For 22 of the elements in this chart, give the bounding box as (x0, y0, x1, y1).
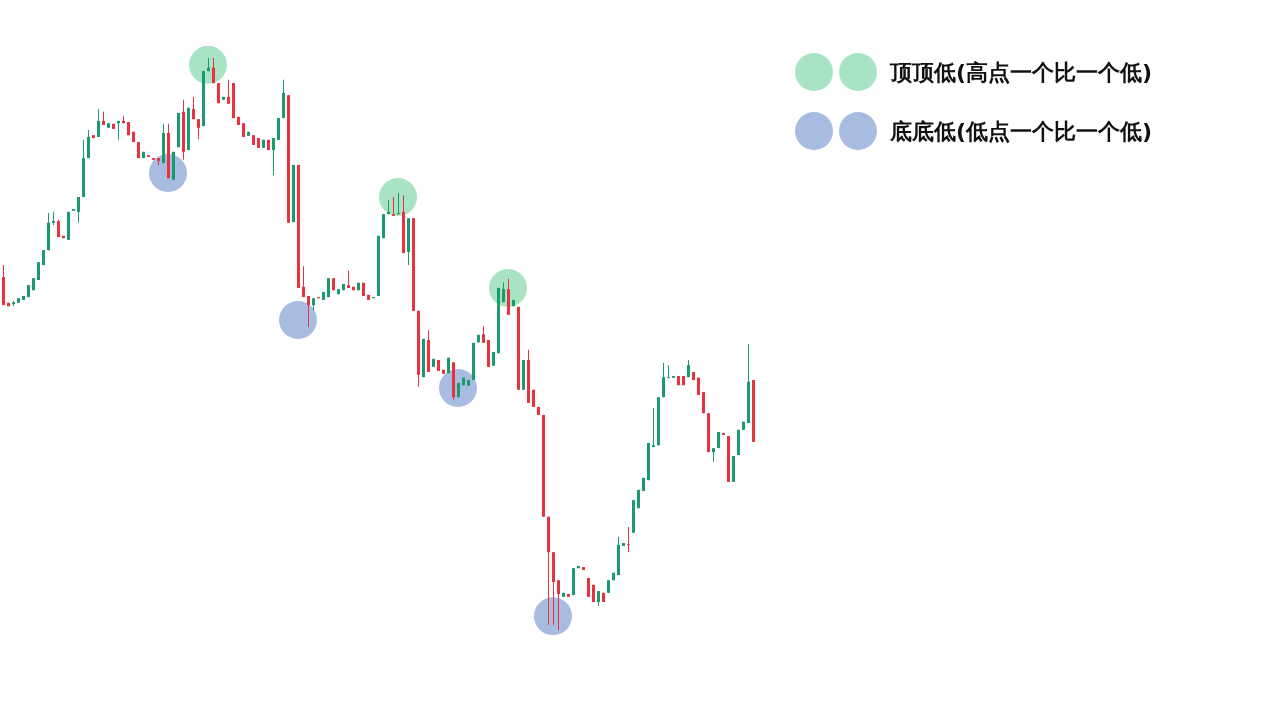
candlestick (652, 407, 655, 448)
candlestick (227, 79, 230, 105)
candlestick (662, 362, 665, 398)
candlestick (212, 57, 215, 84)
candlestick (302, 265, 305, 298)
candlestick (87, 129, 90, 159)
legend-label: 顶顶低(高点一个比一个低) (889, 60, 1153, 85)
candlestick (557, 579, 560, 631)
point (189, 45, 227, 84)
point (379, 178, 417, 216)
candlestick (307, 295, 310, 328)
candlestick (97, 108, 100, 138)
point (279, 300, 317, 339)
candlestick (77, 196, 80, 224)
candlestick (272, 137, 275, 176)
candlestick (397, 192, 400, 215)
candlestick (667, 364, 670, 379)
candlestick (627, 526, 630, 553)
candlestick (197, 118, 200, 140)
legend-label: 底底低(低点一个比一个低) (889, 119, 1153, 144)
candlestick (392, 196, 395, 217)
point (534, 597, 572, 636)
